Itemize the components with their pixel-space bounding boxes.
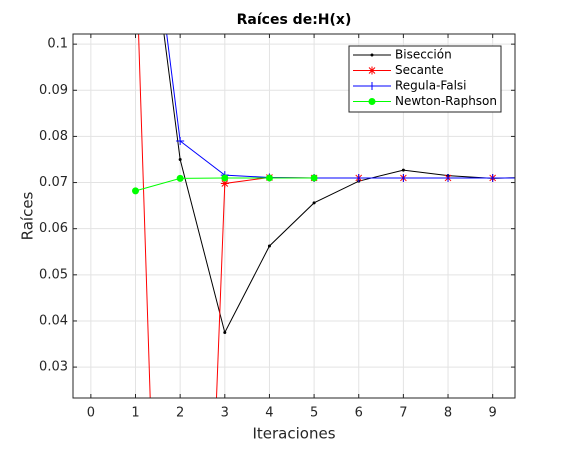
- legend-label: Bisección: [395, 48, 452, 62]
- marker: [488, 173, 497, 182]
- marker: [178, 157, 182, 161]
- y-tick-label: 0.05: [39, 267, 68, 282]
- marker: [220, 179, 229, 188]
- marker: [267, 244, 271, 248]
- x-tick-label: 3: [221, 406, 229, 421]
- x-tick-label: 4: [265, 406, 273, 421]
- plot-series: [132, 34, 515, 398]
- x-tick-label: 7: [399, 406, 407, 421]
- marker: [176, 137, 185, 146]
- x-tick-label: 5: [310, 406, 318, 421]
- marker: [354, 173, 363, 182]
- y-tick-label: 0.09: [39, 83, 68, 98]
- y-tick-label: 0.03: [39, 360, 68, 375]
- marker: [444, 173, 453, 182]
- y-tick-label: 0.06: [39, 221, 68, 236]
- chart-title: Raíces de:H(x): [237, 12, 352, 28]
- x-axis-label: Iteraciones: [252, 425, 335, 443]
- marker: [310, 174, 318, 182]
- legend-marker: [368, 98, 376, 105]
- marker: [265, 174, 273, 182]
- x-tick-label: 8: [444, 406, 452, 421]
- y-tick-label: 0.04: [39, 313, 68, 328]
- legend-label: Secante: [395, 63, 444, 77]
- marker: [401, 168, 405, 172]
- series-line: [166, 34, 515, 179]
- legend-marker: [368, 82, 376, 90]
- x-tick-label: 1: [131, 406, 139, 421]
- y-tick-label: 0.07: [39, 175, 68, 190]
- series-line: [163, 34, 515, 334]
- y-tick-label: 0.08: [39, 129, 68, 144]
- x-tick-label: 6: [355, 406, 363, 421]
- axes-box: [72, 33, 516, 399]
- y-tick-label: 0.1: [47, 37, 68, 52]
- marker: [176, 174, 184, 182]
- x-tick-label: 2: [176, 406, 184, 421]
- marker: [132, 187, 140, 195]
- x-tick-label: 0: [87, 406, 95, 421]
- marker: [399, 173, 408, 182]
- legend-label: Regula-Falsi: [395, 79, 467, 93]
- legend-marker: [370, 53, 374, 57]
- marker: [312, 201, 316, 205]
- marker: [221, 174, 229, 182]
- legend-marker: [368, 66, 376, 75]
- x-tick-label: 9: [489, 406, 497, 421]
- legend-label: Newton-Raphson: [395, 94, 497, 108]
- y-axis-label: Raíces: [19, 191, 37, 240]
- marker: [223, 330, 227, 334]
